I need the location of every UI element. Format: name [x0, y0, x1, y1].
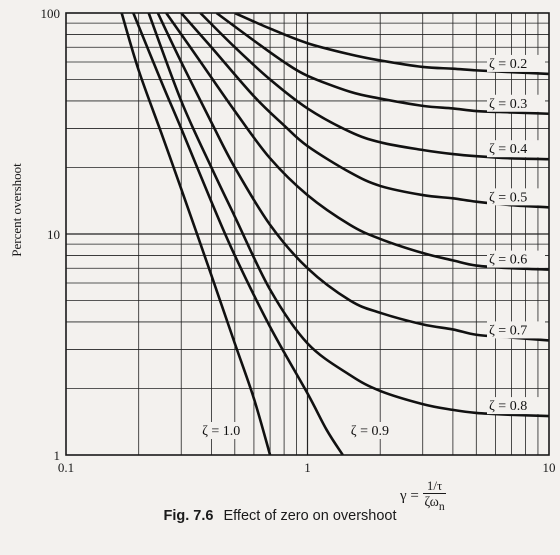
series-label: ζ = 0.9 [351, 424, 389, 439]
series-line-zeta-3 [180, 13, 549, 209]
series-line-zeta-1 [215, 13, 549, 116]
gamma-denominator: ζωn [424, 495, 445, 513]
x-axis-label: γ = 1/τ ζωn [400, 478, 447, 515]
figure-title: Effect of zero on overshoot [223, 508, 397, 524]
figure-caption: Fig. 7.6 Effect of zero on overshoot [0, 508, 560, 524]
y-axis-label: Percent overshoot [9, 163, 24, 257]
series-label-bg [487, 140, 545, 158]
series-label-layer: ζ = 0.2 ζ = 0.3 ζ = 0.4 ζ = 0.5 ζ = 0.6 ζ = 0… [200, 54, 545, 439]
series-line-zeta-4 [165, 13, 549, 271]
curve-layer [120, 13, 549, 455]
series-label-bg [487, 54, 545, 72]
y-tick-label: 1 [54, 448, 61, 463]
series-label: ζ = 1.0 [202, 424, 240, 439]
x-tick-label: 1 [304, 460, 311, 475]
series-line-zeta-5 [156, 13, 549, 342]
series-line-zeta-2 [199, 13, 549, 161]
series-label-bg [487, 94, 545, 112]
series-label: ζ = 0.3 [489, 97, 527, 112]
y-tick-label: 10 [47, 227, 60, 242]
series-label-bg [487, 188, 545, 206]
gamma-fraction: 1/τ ζωn [422, 478, 447, 515]
series-label: ζ = 0.7 [489, 323, 527, 338]
series-label-bg [487, 397, 545, 415]
series-label: ζ = 0.6 [489, 253, 527, 268]
series-label-bg [200, 422, 251, 439]
x-tick-label: 10 [543, 460, 556, 475]
y-tick-label: 100 [41, 6, 61, 21]
grid-layer [66, 13, 549, 455]
plot-frame [65, 12, 550, 456]
series-label: ζ = 0.4 [489, 142, 527, 157]
series-line-zeta-7 [132, 13, 344, 455]
series-label: ζ = 0.2 [489, 57, 527, 72]
series-line-zeta-6 [147, 13, 549, 418]
x-tick-label: 0.1 [58, 460, 74, 475]
figure-number: Fig. 7.6 [163, 508, 214, 524]
series-label-bg [487, 321, 545, 339]
series-label: ζ = 0.5 [489, 190, 527, 205]
gamma-numerator: 1/τ [422, 478, 447, 494]
series-label: ζ = 0.8 [489, 399, 527, 414]
series-label-bg [487, 250, 545, 268]
series-label-bg [348, 422, 399, 439]
series-line-zeta-8 [120, 13, 272, 455]
